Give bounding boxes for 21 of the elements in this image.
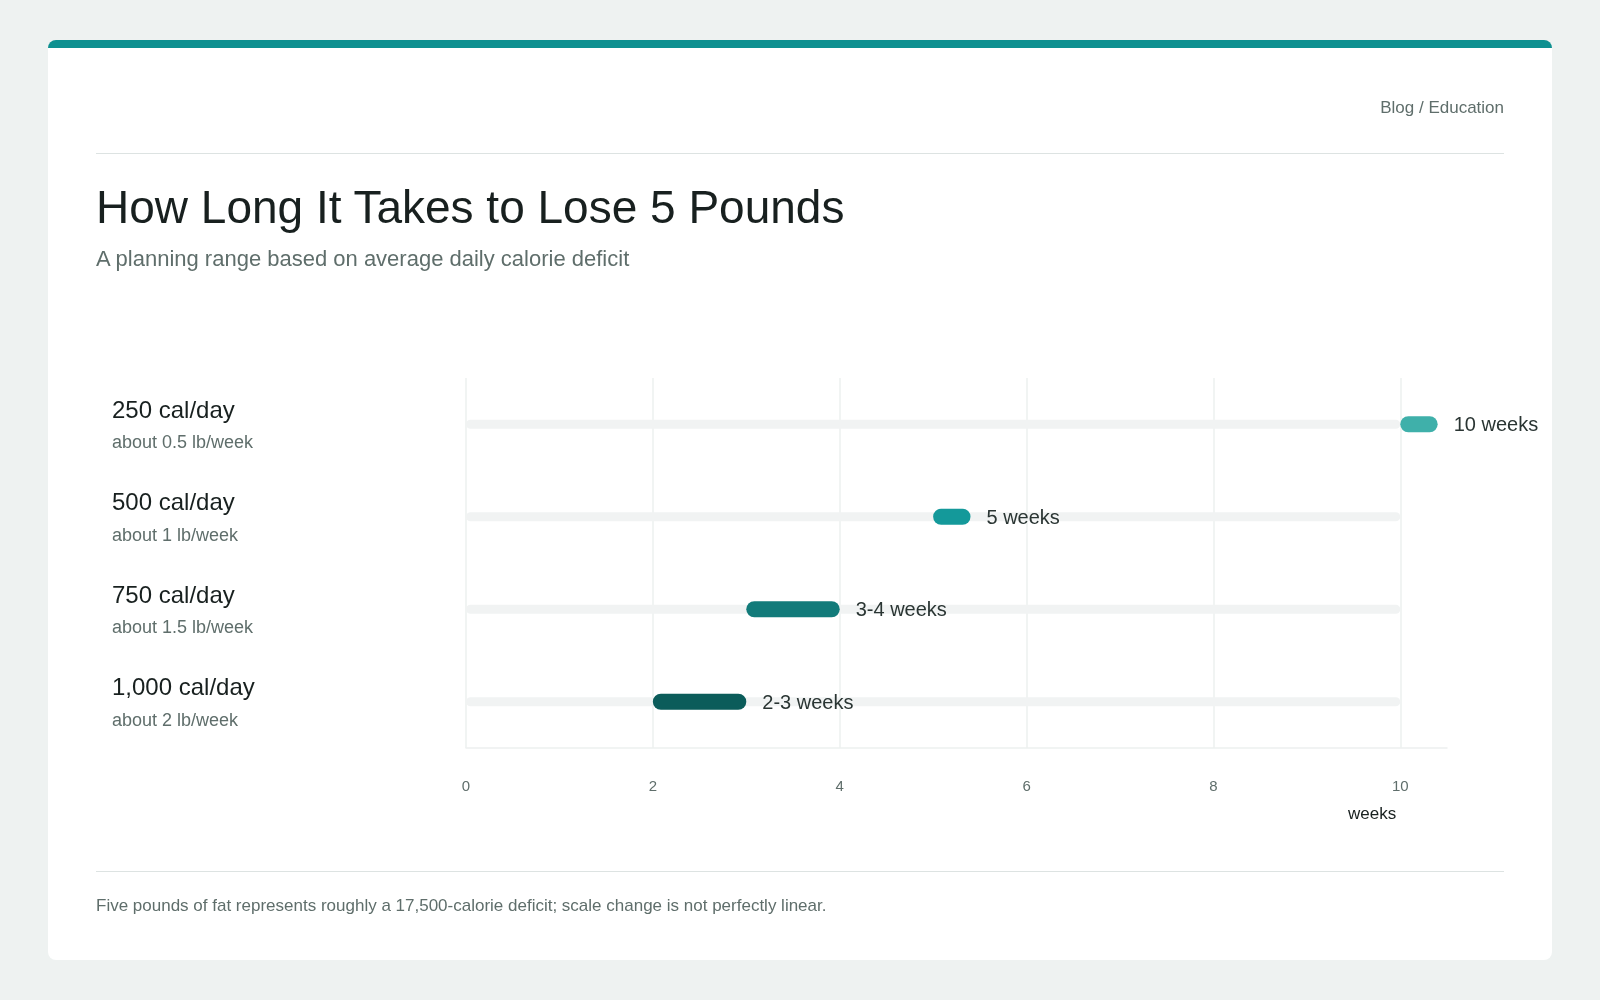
x-tick-label: 2 xyxy=(648,777,658,794)
y-tick-label: 250 cal/day about 0.5 lb/week xyxy=(112,395,255,453)
data-label: 3-4 weeks xyxy=(855,598,947,621)
data-label: 10 weeks xyxy=(1453,413,1539,436)
x-tick-label: 8 xyxy=(1209,777,1218,794)
chart-title: How Long It Takes to Lose 5 Pounds xyxy=(96,180,845,234)
x-tick-label: 10 xyxy=(1391,777,1409,794)
data-label: 2-3 weeks xyxy=(762,690,854,713)
text: Blog / Education xyxy=(1380,98,1504,118)
y-tick-label: 750 cal/day about 1.5 lb/week xyxy=(112,580,255,638)
x-tick-label: 0 xyxy=(461,777,471,794)
y-tick-label: 500 cal/day about 1 lb/week xyxy=(112,488,240,545)
bar xyxy=(652,693,747,710)
data-label: 5 weeks xyxy=(986,505,1060,528)
x-axis-title: weeks xyxy=(1348,804,1397,824)
chart-subtitle: A planning range based on average daily calorie deficit xyxy=(96,246,630,272)
x-tick-label: 6 xyxy=(1022,777,1031,794)
y-tick-label: 1,000 cal/day about 2 lb/week xyxy=(112,673,255,730)
text: Five pounds of fat represents roughly a 17,500-calorie deficit; scale change is not perfectly linear. xyxy=(96,896,827,916)
x-tick-label: 4 xyxy=(835,777,844,794)
bar xyxy=(746,601,840,618)
